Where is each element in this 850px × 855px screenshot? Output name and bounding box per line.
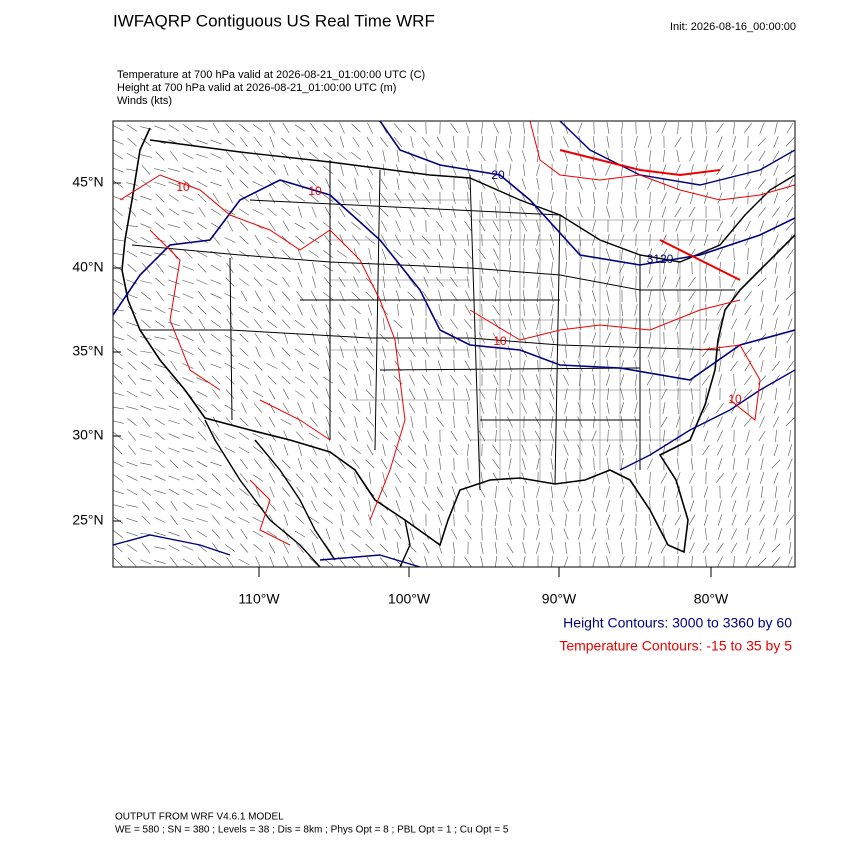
lat-label: 25°N — [72, 512, 103, 528]
lat-label: 30°N — [72, 427, 103, 443]
legend-height: Height Contours: 3000 to 3360 by 60 — [563, 615, 792, 631]
title: IWFAQRP Contiguous US Real Time WRF — [113, 11, 435, 30]
legend-temperature: Temperature Contours: -15 to 35 by 5 — [559, 638, 792, 654]
contour-label: 10 — [176, 180, 190, 194]
lat-label: 40°N — [72, 259, 103, 275]
lon-label: 80°W — [694, 591, 729, 607]
contour-label: 10 — [308, 184, 322, 198]
lat-label: 45°N — [72, 174, 103, 190]
lat-label: 35°N — [72, 343, 103, 359]
contour-label: 10 — [493, 334, 507, 348]
init-time: Init: 2026-08-16_00:00:00 — [670, 21, 796, 33]
footer: WE = 580 ; SN = 380 ; Levels = 38 ; Dis … — [115, 825, 509, 836]
field-label: Height at 700 hPa valid at 2026-08-21_01… — [117, 82, 396, 94]
contour-label: 20 — [491, 168, 505, 182]
contour-label: 10 — [728, 392, 742, 406]
footer: OUTPUT FROM WRF V4.6.1 MODEL — [115, 812, 284, 823]
field-label: Winds (kts) — [117, 95, 172, 107]
field-label: Temperature at 700 hPa valid at 2026-08-… — [117, 69, 425, 81]
contour-label: 3120 — [647, 252, 674, 266]
lon-label: 90°W — [542, 591, 577, 607]
lon-label: 110°W — [238, 591, 280, 607]
lon-label: 100°W — [388, 591, 431, 607]
